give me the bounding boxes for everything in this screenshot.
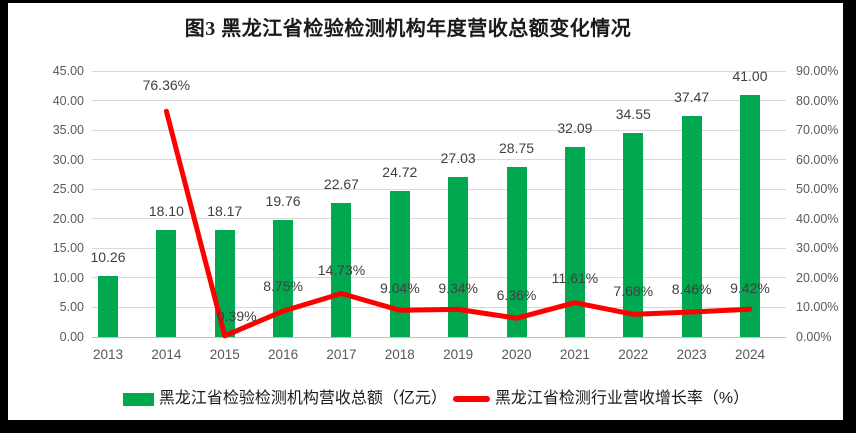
bar-value-label: 41.00 [732, 67, 768, 84]
bar-2019 [448, 177, 469, 337]
bar-value-label: 18.17 [207, 202, 243, 219]
left-axis-tick: 15.00 [52, 241, 84, 256]
bar-2021 [564, 147, 585, 337]
legend-item-growth: 黑龙江省检测行业营收增长率（%） [452, 389, 750, 409]
right-axis-tick: 40.00% [796, 211, 839, 226]
growth-value-label: 0.39% [216, 307, 257, 324]
bar-value-label: 27.03 [440, 150, 476, 167]
left-axis-tick: 5.00 [59, 300, 84, 315]
left-axis-tick: 10.00 [52, 270, 84, 285]
growth-value-label: 76.36% [142, 77, 191, 94]
bar-2023 [681, 115, 702, 337]
bar-series-swatch [122, 392, 154, 406]
right-axis-tick: 10.00% [796, 300, 839, 315]
legend-item-revenue: 黑龙江省检验检测机构营收总额（亿元） [122, 389, 447, 409]
right-axis-tick: 0.00% [796, 330, 832, 344]
left-axis-tick: 0.00 [59, 330, 84, 344]
bar-2018 [389, 190, 410, 337]
bar-value-label: 10.26 [90, 249, 126, 266]
left-axis-tick: 25.00 [52, 182, 84, 197]
right-axis-tick: 80.00% [796, 93, 839, 108]
bar-value-label: 28.75 [499, 140, 535, 157]
year-tick-label: 2017 [326, 347, 357, 362]
year-tick-label: 2014 [151, 347, 182, 362]
year-tick-label: 2022 [618, 347, 649, 362]
growth-value-label: 7.68% [613, 283, 654, 300]
year-tick-label: 2021 [559, 347, 590, 362]
growth-value-label: 6.36% [496, 287, 537, 304]
year-tick-label: 2019 [443, 347, 474, 362]
growth-value-label: 11.61% [551, 269, 599, 286]
bar-2022 [623, 132, 644, 337]
year-tick-label: 2024 [734, 347, 766, 362]
gridline [92, 100, 786, 102]
bar-2013 [98, 276, 118, 337]
year-tick-label: 2013 [92, 347, 124, 362]
bar-value-label: 19.76 [265, 193, 301, 210]
legend: 黑龙江省检验检测机构营收总额（亿元） 黑龙江省检测行业营收增长率（%） [8, 389, 856, 409]
bar-value-label: 18.10 [148, 203, 184, 219]
year-tick-label: 2016 [268, 347, 299, 362]
bar-2014 [156, 230, 177, 337]
right-axis-tick: 20.00% [796, 270, 839, 285]
bar-value-label: 32.09 [557, 120, 593, 137]
year-tick-label: 2023 [676, 347, 707, 362]
left-axis-tick: 35.00 [52, 123, 84, 138]
right-axis-tick: 30.00% [796, 241, 839, 256]
line-series-swatch [452, 396, 490, 402]
bar-value-label: 37.47 [674, 88, 710, 105]
growth-value-label: 9.34% [438, 280, 479, 297]
right-axis-tick: 70.00% [796, 123, 839, 138]
right-axis-tick: 60.00% [796, 152, 839, 167]
chart-canvas: 图3 黑龙江省检验检测机构年度营收总额变化情况 45.00 90.00% 40.00… [8, 3, 843, 420]
left-axis-tick: 45.00 [52, 64, 84, 78]
left-axis-tick: 40.00 [52, 93, 84, 108]
legend-label-growth: 黑龙江省检测行业营收增长率（%） [494, 390, 750, 407]
bar-value-label: 24.72 [382, 163, 418, 180]
growth-value-label: 9.42% [730, 280, 770, 297]
right-axis-tick: 50.00% [796, 182, 839, 197]
year-tick-label: 2018 [384, 347, 415, 362]
right-axis-tick: 90.00% [796, 64, 839, 78]
bar-2024 [740, 94, 760, 337]
left-axis-tick: 30.00 [52, 152, 84, 167]
chart-title: 图3 黑龙江省检验检测机构年度营收总额变化情况 [184, 18, 632, 40]
growth-value-label: 9.04% [379, 280, 420, 297]
bar-value-label: 22.67 [323, 175, 359, 192]
year-tick-label: 2015 [209, 347, 240, 362]
bar-value-label: 34.55 [615, 105, 651, 122]
growth-value-label: 8.75% [263, 278, 303, 295]
year-tick-label: 2020 [501, 347, 532, 362]
growth-value-label: 8.46% [671, 280, 712, 297]
gridline [92, 70, 786, 72]
growth-value-label: 14.73% [317, 262, 366, 279]
left-axis-tick: 20.00 [52, 211, 84, 226]
legend-label-revenue: 黑龙江省检验检测机构营收总额（亿元） [158, 390, 447, 407]
bar-2020 [506, 167, 527, 337]
